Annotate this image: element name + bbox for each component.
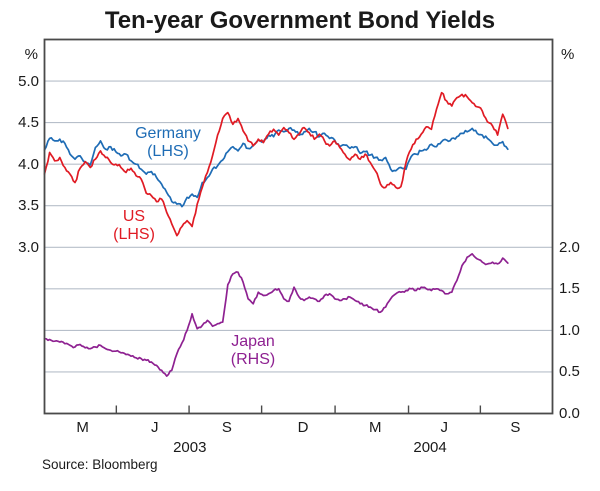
germany-series-label-axis: (LHS): [147, 143, 189, 160]
japan-series-label: Japan (RHS): [231, 333, 275, 369]
plot-frame: [43, 38, 554, 415]
x-axis-month-label-3: D: [297, 419, 309, 436]
us-series-label-name: US: [122, 208, 146, 225]
right-axis-tick-1.5: 1.5: [559, 280, 580, 298]
x-axis-month-label-4: M: [368, 419, 382, 436]
left-axis-tick-5.0: 5.0: [18, 72, 39, 90]
left-axis-tick-4.0: 4.0: [18, 155, 39, 173]
source-note: Source: Bloomberg: [42, 457, 158, 472]
x-axis-month-label-2: S: [221, 419, 232, 436]
x-axis-month-label-0: M: [76, 419, 89, 436]
x-axis-month-label-6: S: [510, 419, 521, 436]
gridlines: [44, 80, 553, 373]
japan-series-label-axis: (RHS): [230, 351, 276, 368]
germany-series-label-name: Germany: [135, 125, 201, 142]
germany-series-label: Germany (LHS): [135, 125, 201, 161]
left-axis-unit-label: %: [24, 46, 38, 63]
right-axis-tick-0.5: 0.5: [559, 363, 580, 381]
x-axis-year-label-2004: 2004: [413, 439, 447, 456]
chart-title: Ten-year Government Bond Yields: [104, 7, 496, 34]
x-axis-year-label-2003: 2003: [173, 439, 207, 456]
right-axis-tick-1.0: 1.0: [559, 321, 580, 339]
us-series-label-axis: (LHS): [113, 226, 155, 243]
right-axis-tick-2.0: 2.0: [559, 238, 580, 256]
right-axis-unit-label: %: [561, 46, 575, 63]
left-axis-tick-3.0: 3.0: [18, 238, 39, 256]
x-axis-ticks: [115, 405, 482, 414]
x-axis-month-label-1: J: [150, 419, 159, 436]
left-axis-tick-4.5: 4.5: [18, 114, 39, 132]
right-axis-tick-0.0: 0.0: [559, 405, 580, 422]
left-axis-tick-3.5: 3.5: [18, 197, 39, 215]
us-series-label: US (LHS): [113, 208, 155, 244]
japan-line: [43, 253, 509, 377]
germany-line: [43, 126, 509, 208]
japan-series-label-name: Japan: [231, 333, 275, 350]
us-line: [43, 91, 509, 237]
x-axis-month-label-5: J: [440, 419, 449, 436]
